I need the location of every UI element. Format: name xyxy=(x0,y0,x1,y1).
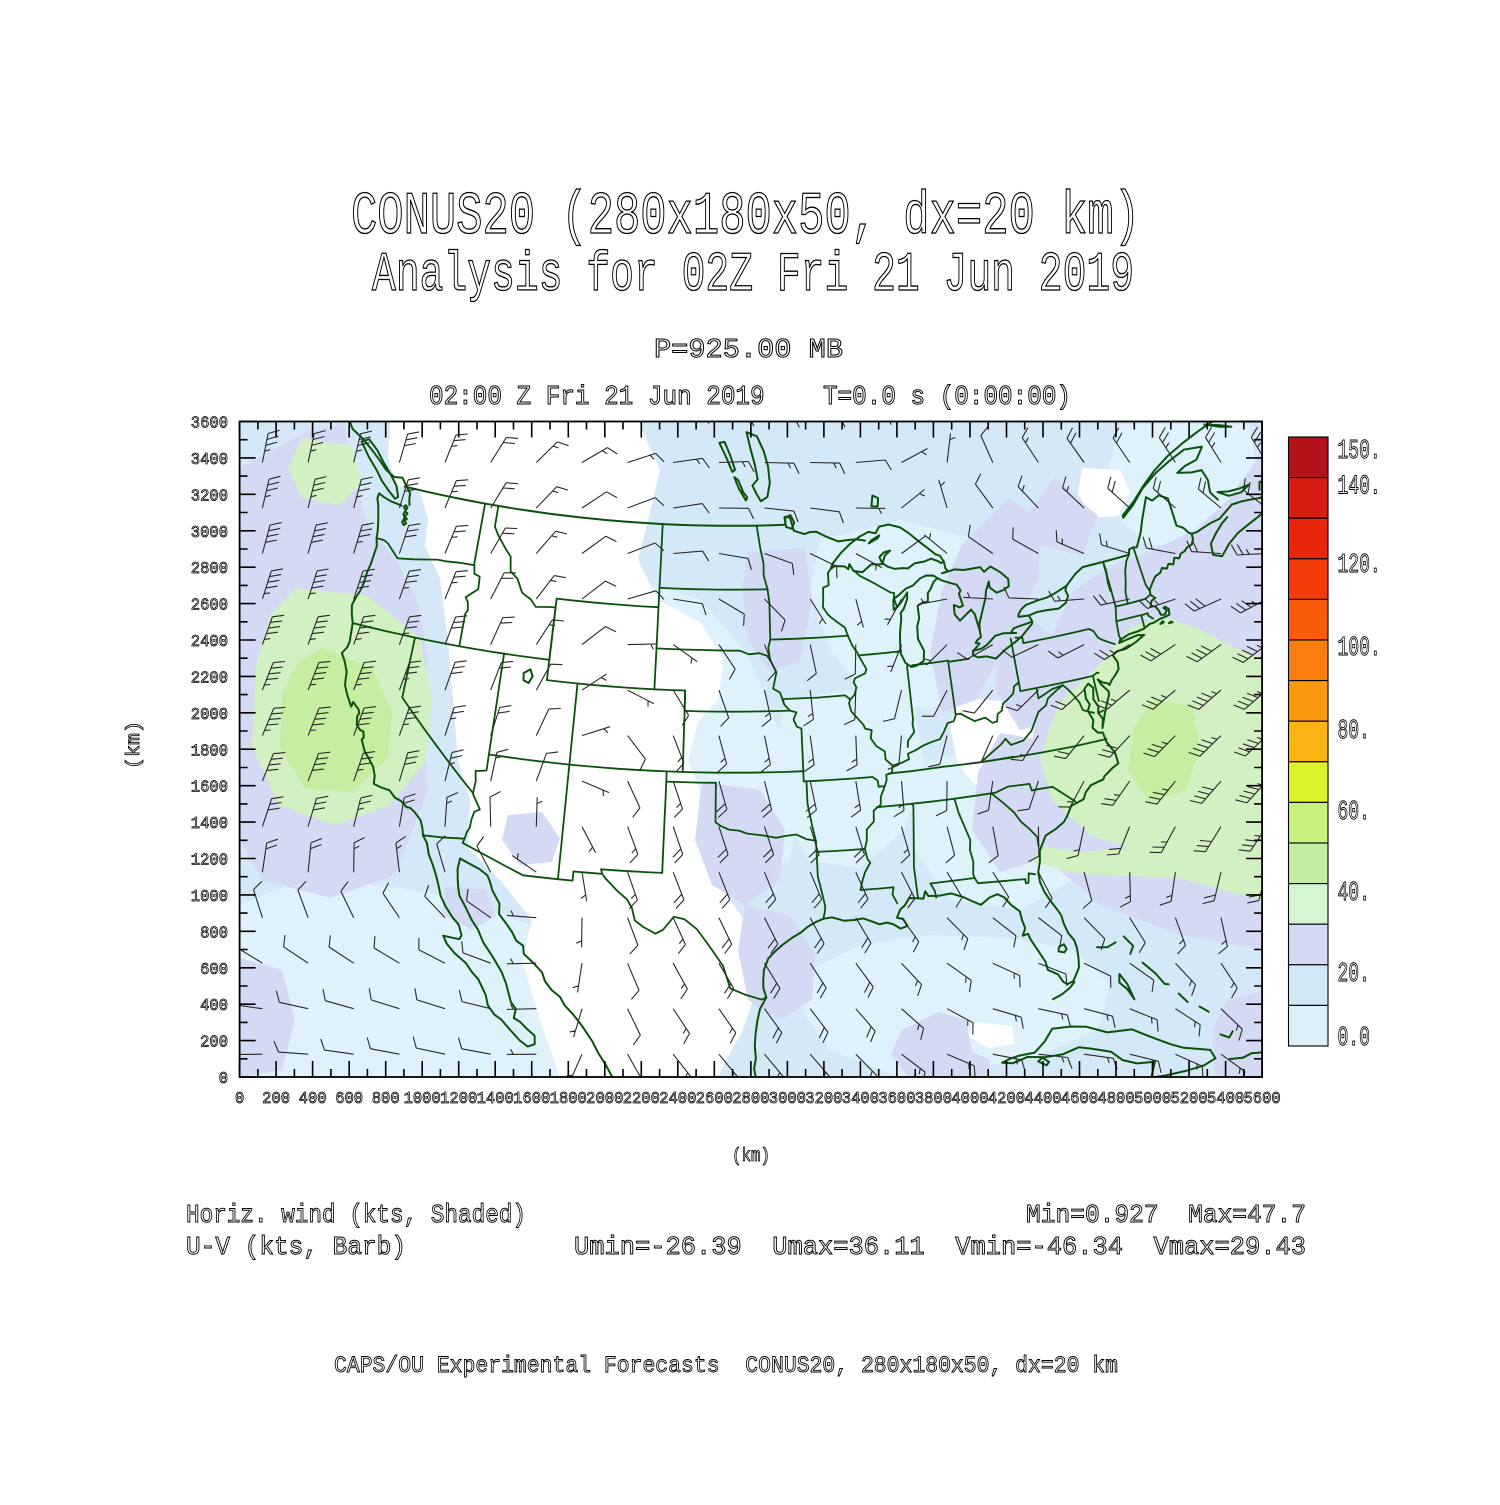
svg-text:(km): (km) xyxy=(123,721,145,769)
svg-text:3600: 3600 xyxy=(878,1090,915,1109)
svg-text:200: 200 xyxy=(200,1034,228,1053)
svg-text:2600: 2600 xyxy=(191,597,228,616)
svg-text:2000: 2000 xyxy=(191,706,228,725)
svg-text:0.0: 0.0 xyxy=(1338,1024,1370,1054)
svg-text:0: 0 xyxy=(235,1090,244,1109)
svg-text:2800: 2800 xyxy=(732,1090,769,1109)
svg-text:140.: 140. xyxy=(1338,472,1381,502)
svg-text:40.: 40. xyxy=(1338,879,1370,909)
svg-text:4200: 4200 xyxy=(988,1090,1025,1109)
svg-text:Min=0.927 Max=47.7: Min=0.927 Max=47.7 xyxy=(1026,1200,1306,1230)
svg-text:CAPS/OU Experimental Forecasts: CAPS/OU Experimental Forecasts CONUS20, … xyxy=(334,1353,1118,1379)
svg-text:3000: 3000 xyxy=(191,524,228,543)
svg-text:3200: 3200 xyxy=(191,487,228,506)
svg-text:150.: 150. xyxy=(1338,437,1381,467)
svg-text:2400: 2400 xyxy=(659,1090,696,1109)
svg-text:1600: 1600 xyxy=(513,1090,550,1109)
svg-text:1600: 1600 xyxy=(191,779,228,798)
svg-text:1000: 1000 xyxy=(404,1090,441,1109)
svg-text:1800: 1800 xyxy=(550,1090,587,1109)
svg-text:5200: 5200 xyxy=(1170,1090,1207,1109)
svg-text:2600: 2600 xyxy=(696,1090,733,1109)
svg-text:1200: 1200 xyxy=(440,1090,477,1109)
svg-text:2000: 2000 xyxy=(586,1090,623,1109)
svg-text:02:00 Z Fri 21 Jun 2019 T=0: 02:00 Z Fri 21 Jun 2019 T=0.0 s (0:00:00… xyxy=(429,383,1071,413)
svg-text:Horiz. wind (kts, Shaded): Horiz. wind (kts, Shaded) xyxy=(186,1200,526,1230)
svg-text:800: 800 xyxy=(372,1090,400,1109)
svg-text:4000: 4000 xyxy=(951,1090,988,1109)
svg-text:2200: 2200 xyxy=(191,669,228,688)
svg-text:3200: 3200 xyxy=(805,1090,842,1109)
svg-text:5000: 5000 xyxy=(1134,1090,1171,1109)
svg-text:3400: 3400 xyxy=(842,1090,879,1109)
svg-text:60.: 60. xyxy=(1338,798,1370,828)
svg-text:400: 400 xyxy=(299,1090,327,1109)
svg-text:1800: 1800 xyxy=(191,742,228,761)
svg-text:800: 800 xyxy=(200,924,228,943)
svg-text:3600: 3600 xyxy=(191,415,228,434)
svg-text:(km): (km) xyxy=(732,1145,770,1167)
svg-text:2400: 2400 xyxy=(191,633,228,652)
svg-text:Umin=-26.39 Umax=36.11 Vmin=: Umin=-26.39 Umax=36.11 Vmin=-46.34 Vmax=… xyxy=(574,1232,1306,1262)
svg-text:4600: 4600 xyxy=(1061,1090,1098,1109)
svg-text:1200: 1200 xyxy=(191,852,228,871)
svg-text:U-V (kts, Barb): U-V (kts, Barb) xyxy=(186,1232,406,1262)
svg-text:CONUS20 (280x180x50, dx=20 km): CONUS20 (280x180x50, dx=20 km) xyxy=(351,184,1140,252)
svg-text:200: 200 xyxy=(262,1090,290,1109)
svg-text:3800: 3800 xyxy=(915,1090,952,1109)
svg-text:600: 600 xyxy=(335,1090,363,1109)
svg-text:3400: 3400 xyxy=(191,451,228,470)
svg-text:4800: 4800 xyxy=(1097,1090,1134,1109)
svg-text:3000: 3000 xyxy=(769,1090,806,1109)
svg-text:2800: 2800 xyxy=(191,560,228,579)
svg-text:5600: 5600 xyxy=(1244,1090,1281,1109)
svg-text:1400: 1400 xyxy=(191,815,228,834)
svg-text:400: 400 xyxy=(200,997,228,1016)
svg-text:P=925.00 MB: P=925.00 MB xyxy=(654,336,843,366)
svg-text:Analysis for 02Z Fri 21 Jun 20: Analysis for 02Z Fri 21 Jun 2019 xyxy=(372,243,1134,307)
svg-text:1400: 1400 xyxy=(477,1090,514,1109)
svg-text:120.: 120. xyxy=(1338,551,1381,581)
svg-text:80.: 80. xyxy=(1338,717,1370,747)
svg-text:5400: 5400 xyxy=(1207,1090,1244,1109)
svg-text:1000: 1000 xyxy=(191,888,228,907)
svg-text:600: 600 xyxy=(200,961,228,980)
svg-text:20.: 20. xyxy=(1338,960,1370,990)
svg-text:4400: 4400 xyxy=(1024,1090,1061,1109)
svg-text:100.: 100. xyxy=(1338,634,1381,664)
svg-text:2200: 2200 xyxy=(623,1090,660,1109)
svg-text:0: 0 xyxy=(219,1070,228,1089)
